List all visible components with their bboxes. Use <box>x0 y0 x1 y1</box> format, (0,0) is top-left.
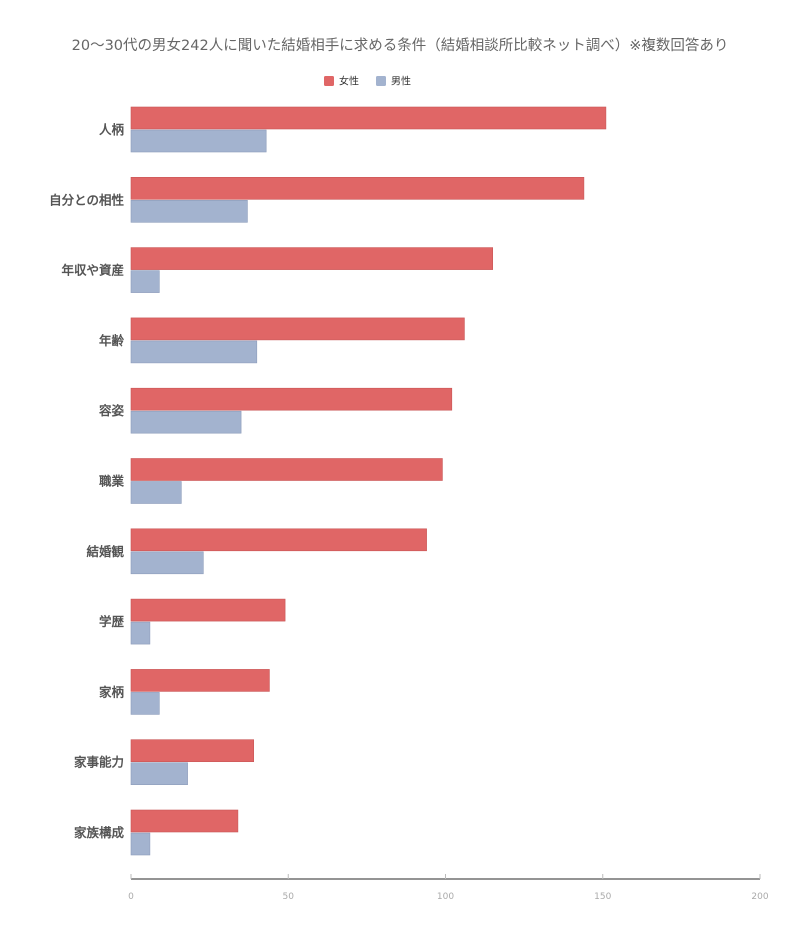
bar-male-4[interactable] <box>130 410 242 434</box>
bar-female-5[interactable] <box>130 458 443 481</box>
category-label-2: 年収や資産 <box>61 263 124 278</box>
bar-male-7[interactable] <box>130 621 151 645</box>
bar-male-2[interactable] <box>130 270 160 293</box>
category-label-1: 自分との相性 <box>49 192 124 207</box>
bar-male-6[interactable] <box>130 551 204 575</box>
bar-female-3[interactable] <box>130 317 465 341</box>
bar-female-2[interactable] <box>130 247 494 270</box>
category-label-8: 家柄 <box>99 684 125 699</box>
x-tick-label-3: 150 <box>594 892 611 902</box>
category-label-0: 人柄 <box>99 122 125 137</box>
legend-swatch-female <box>324 76 334 86</box>
bar-female-10[interactable] <box>130 809 239 833</box>
bar-male-8[interactable] <box>130 692 160 715</box>
x-tick-label-0: 0 <box>128 892 134 902</box>
bar-male-9[interactable] <box>130 762 188 786</box>
chart-title: 20〜30代の男女242人に聞いた結婚相手に求める条件（結婚相談所比較ネット調べ… <box>72 36 729 54</box>
bar-female-8[interactable] <box>130 669 270 692</box>
x-axis: 0 50 100 150 200 <box>128 874 769 902</box>
category-label-7: 学歴 <box>99 614 125 629</box>
bar-female-4[interactable] <box>130 387 453 411</box>
category-label-9: 家事能力 <box>74 755 124 770</box>
legend-item-female[interactable]: 女性 <box>324 75 359 88</box>
x-tick-label-1: 50 <box>283 892 295 902</box>
bar-male-10[interactable] <box>130 832 151 856</box>
plot-area <box>130 106 607 856</box>
bar-female-7[interactable] <box>130 598 286 622</box>
category-label-10: 家族構成 <box>74 825 125 840</box>
bar-male-1[interactable] <box>130 200 248 223</box>
bar-female-1[interactable] <box>130 177 585 200</box>
bar-male-5[interactable] <box>130 481 182 504</box>
x-tick-label-4: 200 <box>751 892 768 902</box>
legend-item-male[interactable]: 男性 <box>376 75 411 88</box>
category-label-4: 容姿 <box>98 403 125 418</box>
bar-male-3[interactable] <box>130 340 258 364</box>
category-label-6: 結婚観 <box>86 544 124 559</box>
bar-female-6[interactable] <box>130 528 427 552</box>
bar-male-0[interactable] <box>130 129 267 153</box>
x-tick-label-2: 100 <box>437 892 454 902</box>
legend: 女性 男性 <box>324 75 411 88</box>
legend-swatch-male <box>376 76 386 86</box>
category-label-3: 年齢 <box>99 333 125 348</box>
bar-female-0[interactable] <box>130 106 607 130</box>
bar-female-9[interactable] <box>130 739 254 763</box>
legend-label-female: 女性 <box>339 75 359 88</box>
category-label-5: 職業 <box>99 474 125 489</box>
legend-label-male: 男性 <box>391 75 411 88</box>
